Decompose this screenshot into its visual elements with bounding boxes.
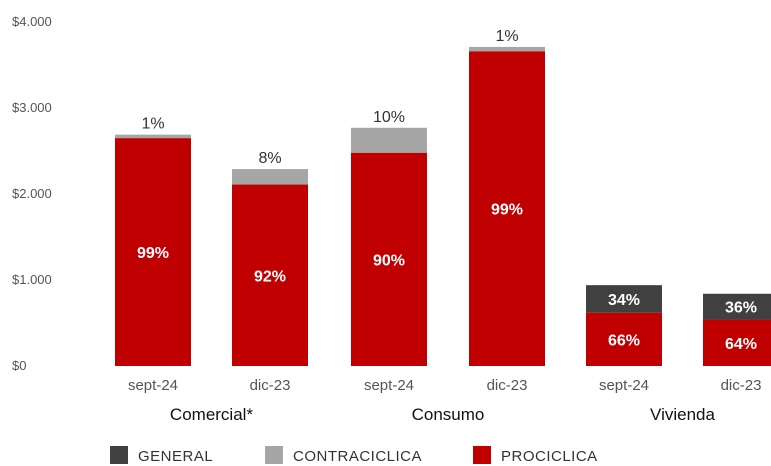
bar-segment-prociclica [232,184,308,366]
group-label: Comercial* [170,405,254,424]
legend-swatch [265,446,283,464]
bar-segment-contraciclica [115,134,191,139]
bar-segment-prociclica [469,51,545,367]
y-tick-label: $0 [12,358,26,373]
data-label: 92% [254,268,286,285]
x-tick-label: dic-23 [250,377,291,394]
group-label: Vivienda [650,405,715,424]
y-tick-label: $3.000 [12,100,52,115]
bar-segment-prociclica [586,312,662,366]
bar-segment-prociclica [115,138,191,366]
x-tick-label: sept-24 [599,377,649,394]
data-label: 8% [258,150,281,167]
data-label: 64% [725,336,757,353]
legend-swatch [110,446,128,464]
legend-swatch [473,446,491,464]
legend-item: CONTRACICLICA [265,446,422,465]
group-label: Consumo [412,405,485,424]
data-label: 34% [608,292,640,309]
legend: GENERAL CONTRACICLICA PROCICLICA [110,446,598,465]
y-tick-label: $2.000 [12,186,52,201]
x-tick-label: dic-23 [721,377,762,394]
bar-segment-general [586,285,662,313]
x-axis: sept-24 dic-23 sept-24 dic-23 sept-24 dic-23C… [128,377,761,424]
legend-item: GENERAL [110,446,213,465]
y-tick-label: $1.000 [12,272,52,287]
legend-label: GENERAL [138,448,213,465]
data-label: 36% [725,300,757,317]
legend-label: PROCICLICA [501,448,598,465]
data-label: 1% [495,28,518,45]
bar-segment-contraciclica [469,46,545,52]
data-label: 99% [491,202,523,219]
x-tick-label: dic-23 [487,377,528,394]
bar-segment-contraciclica [232,169,308,185]
data-label: 99% [137,245,169,262]
bar-segment-contraciclica [351,127,427,153]
bar-segment-prociclica [351,152,427,366]
x-tick-label: sept-24 [364,377,414,394]
data-label: 90% [373,252,405,269]
data-label: 1% [141,116,164,133]
bars: 99% 1% 92% 8% 90% 10% 99% 1% 66% 34% 64% 36% [115,28,771,367]
legend-label: CONTRACICLICA [293,448,422,465]
bar-segment-general [703,293,771,320]
y-axis: $0 $1.000 $2.000 $3.000 $4.000 [12,14,52,373]
data-label: 10% [373,109,405,126]
legend-item: PROCICLICA [473,446,598,465]
y-tick-label: $4.000 [12,14,52,29]
data-label: 66% [608,332,640,349]
bar-segment-prociclica [703,319,771,366]
x-tick-label: sept-24 [128,377,178,394]
